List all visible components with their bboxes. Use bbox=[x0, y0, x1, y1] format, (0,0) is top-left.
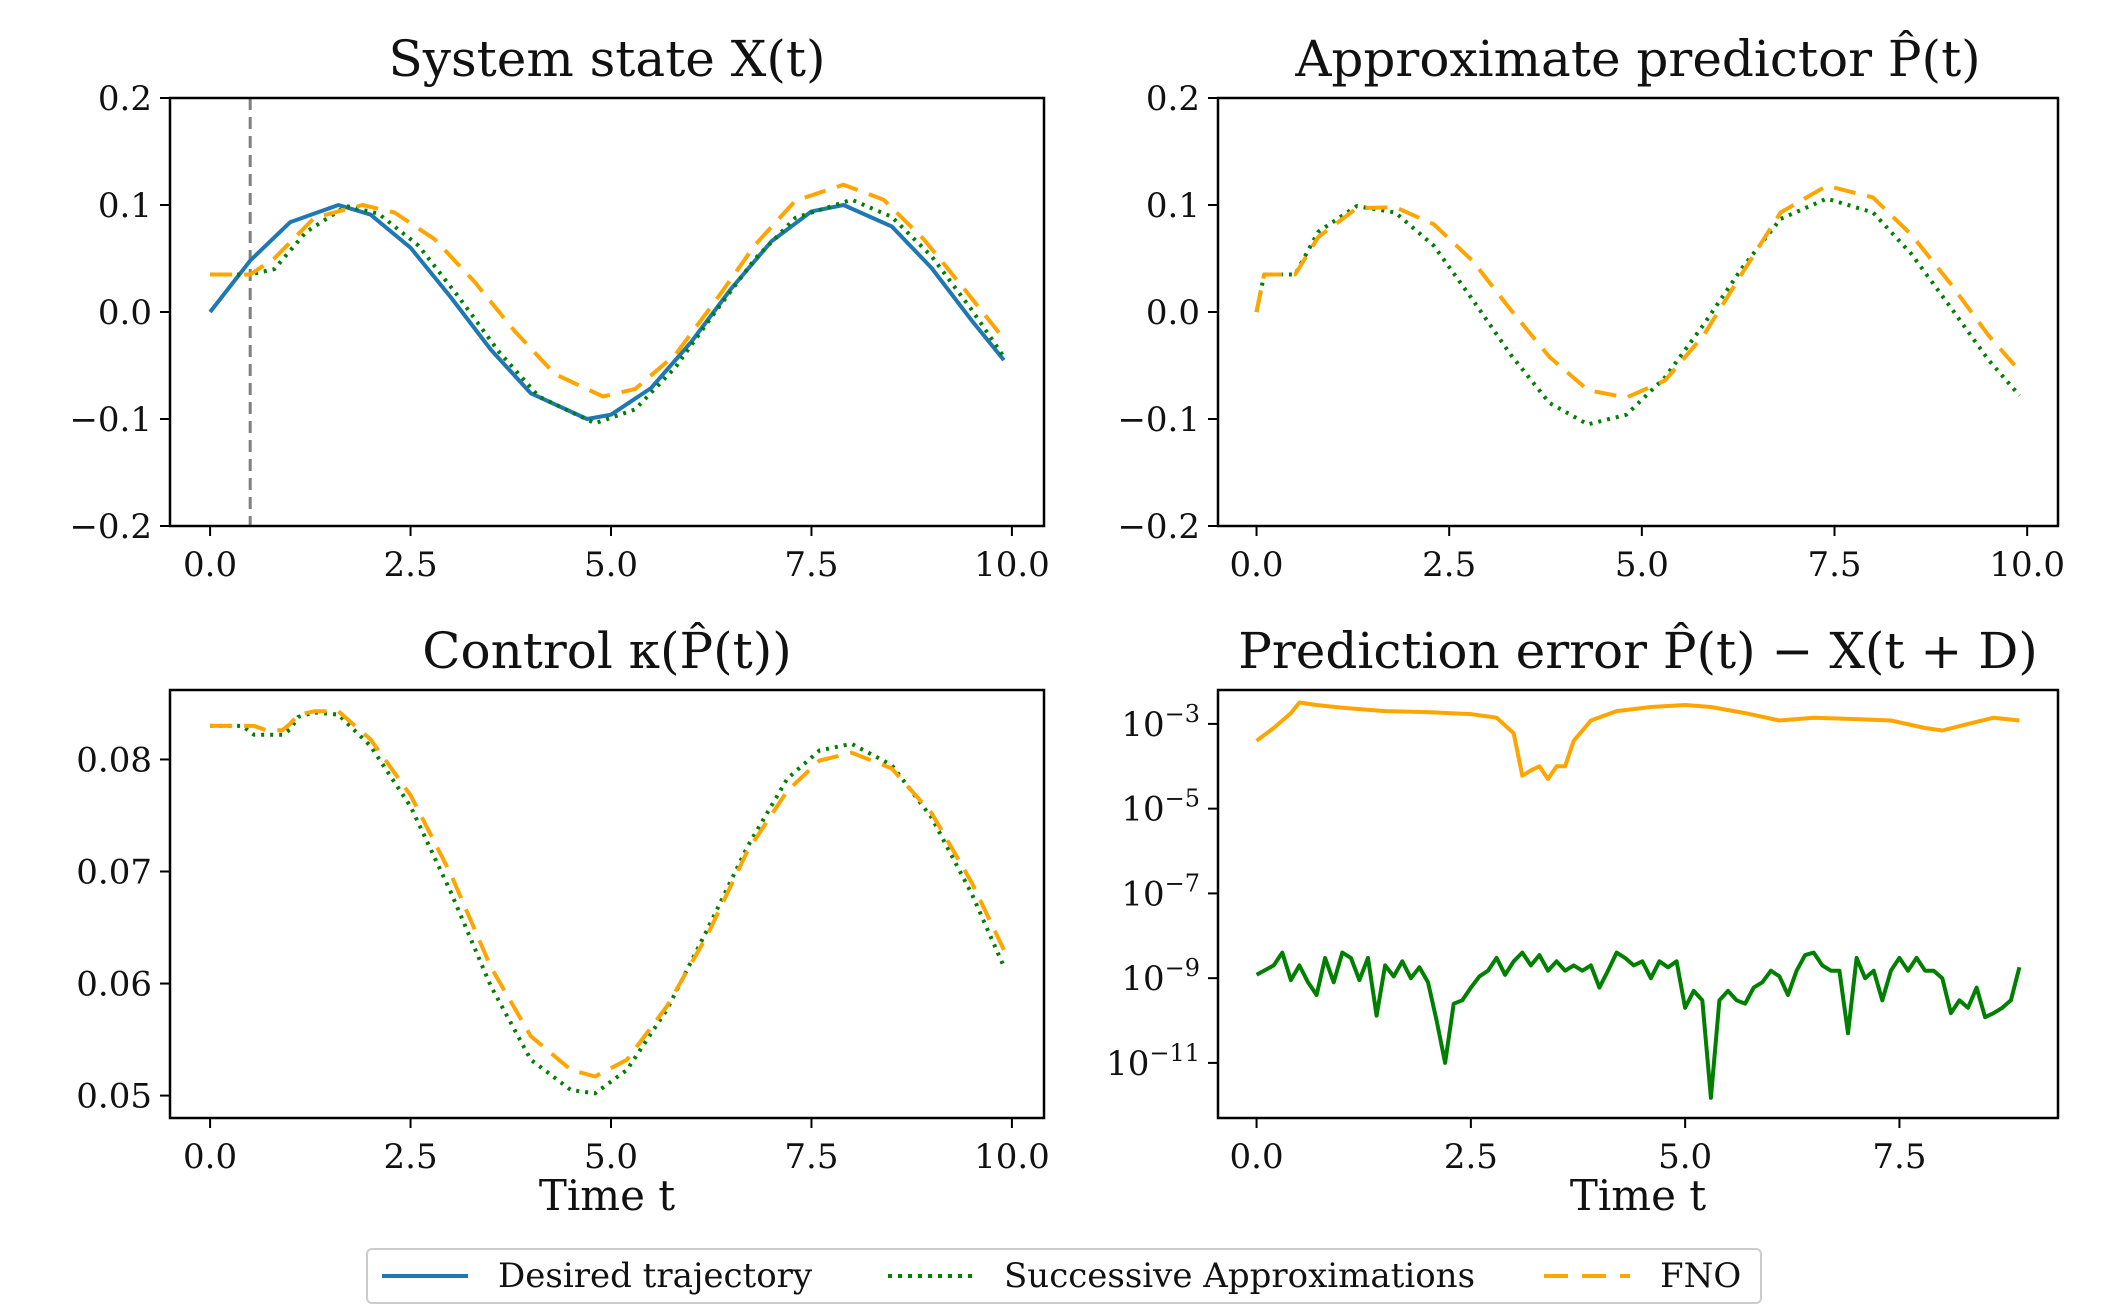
legend-line-desired-trajectory bbox=[382, 1271, 468, 1281]
y-tick-label: 0.07 bbox=[76, 853, 152, 893]
y-tick-label: −0.1 bbox=[1117, 400, 1200, 440]
legend-line-successive-approximations bbox=[888, 1271, 974, 1281]
y-tick-label: 10−7 bbox=[1121, 869, 1200, 914]
x-tick-label: 2.5 bbox=[1444, 1137, 1498, 1177]
chart-title: Control κ(P̂(t)) bbox=[422, 621, 792, 680]
y-tick-label: 0.1 bbox=[1146, 186, 1200, 226]
chart-panel-1: 0.0 2.5 5.0 7.5 10.0 −0.2 −0.1 0.0 0.1 0.2 Approxi… bbox=[1117, 29, 2065, 585]
x-tick-label: 7.5 bbox=[1872, 1137, 1926, 1177]
plot-frame bbox=[1216, 688, 2060, 1120]
y-tick-label: 0.0 bbox=[98, 293, 152, 333]
x-tick-label: 10.0 bbox=[974, 545, 1050, 585]
chart-title: Approximate predictor P̂(t) bbox=[1294, 29, 1980, 88]
x-tick-label: 5.0 bbox=[1658, 1137, 1712, 1177]
legend-label-desired-trajectory: Desired trajectory bbox=[498, 1256, 813, 1296]
x-axis-label: Time t bbox=[539, 1171, 675, 1220]
x-tick-label: 5.0 bbox=[584, 545, 638, 585]
y-tick-label: 0.08 bbox=[76, 740, 152, 780]
y-tick-label: 10−9 bbox=[1121, 954, 1200, 999]
y-tick-label: 10−11 bbox=[1106, 1039, 1200, 1084]
x-tick-label: 2.5 bbox=[384, 1137, 438, 1177]
x-tick-label: 7.5 bbox=[784, 545, 838, 585]
x-tick-label: 7.5 bbox=[1807, 545, 1861, 585]
y-tick-label: −0.2 bbox=[1117, 507, 1200, 547]
x-tick-label: 0.0 bbox=[183, 545, 237, 585]
plot-frame bbox=[168, 688, 1046, 1120]
y-tick-label: 0.05 bbox=[76, 1077, 152, 1117]
legend-line-fno bbox=[1544, 1271, 1630, 1281]
legend-entry-desired-trajectory: Desired trajectory bbox=[382, 1250, 812, 1302]
legend-entry-successive-approximations: Successive Approximations bbox=[888, 1250, 1475, 1302]
legend-label-fno: FNO bbox=[1660, 1256, 1742, 1296]
plot-frame bbox=[1216, 96, 2060, 528]
plot-frame bbox=[168, 96, 1046, 528]
y-tick-label: −0.2 bbox=[69, 507, 152, 547]
x-tick-label: 2.5 bbox=[1422, 545, 1476, 585]
y-tick-label: 0.2 bbox=[98, 79, 152, 119]
x-tick-label: 0.0 bbox=[1230, 1137, 1284, 1177]
chart-panel-3: 0.0 2.5 5.0 7.5 10−3 10−5 10−7 10−9 10−11 Predict… bbox=[1106, 621, 2060, 1220]
series-line-fno bbox=[1255, 700, 2020, 781]
legend: Desired trajectory Successive Approximat… bbox=[366, 1248, 1762, 1304]
series-line-fno bbox=[210, 709, 1006, 1079]
x-tick-label: 10.0 bbox=[1989, 545, 2065, 585]
x-tick-label: 10.0 bbox=[974, 1137, 1050, 1177]
y-tick-label: −0.1 bbox=[69, 400, 152, 440]
y-tick-label: 0.06 bbox=[76, 965, 152, 1005]
chart-title: System state X(t) bbox=[389, 30, 826, 88]
chart-panel-0: 0.0 2.5 5.0 7.5 10.0 −0.2 −0.1 0.0 0.1 0.2 System … bbox=[69, 30, 1049, 585]
chart-panel-2: 0.0 2.5 5.0 7.5 10.0 0.05 0.06 0.07 0.08 Control … bbox=[76, 621, 1049, 1220]
x-tick-label: 0.0 bbox=[1229, 545, 1283, 585]
x-tick-label: 5.0 bbox=[1615, 545, 1669, 585]
series-line-desired-trajectory bbox=[208, 203, 1006, 421]
series-line-successive-approximations bbox=[1255, 950, 2022, 1100]
y-tick-label: 10−3 bbox=[1121, 700, 1200, 745]
legend-entry-fno: FNO bbox=[1544, 1250, 1741, 1302]
y-tick-label: 0.0 bbox=[1146, 293, 1200, 333]
series-line-successive-approximations bbox=[210, 710, 1006, 1096]
series-line-fno bbox=[210, 182, 1006, 399]
legend-label-successive-approximations: Successive Approximations bbox=[1004, 1256, 1476, 1296]
x-axis-label: Time t bbox=[1570, 1171, 1706, 1220]
y-tick-label: 0.1 bbox=[98, 186, 152, 226]
series-line-successive-approximations bbox=[210, 197, 1006, 426]
series-line-fno bbox=[1254, 183, 2022, 400]
series-line-successive-approximations bbox=[1254, 196, 2022, 427]
y-tick-label: 0.2 bbox=[1146, 79, 1200, 119]
x-tick-label: 7.5 bbox=[784, 1137, 838, 1177]
chart-title: Prediction error P̂(t) − X(t + D) bbox=[1238, 621, 2038, 680]
x-tick-label: 0.0 bbox=[183, 1137, 237, 1177]
x-tick-label: 5.0 bbox=[584, 1137, 638, 1177]
x-tick-label: 2.5 bbox=[384, 545, 438, 585]
y-tick-label: 10−5 bbox=[1121, 785, 1200, 830]
